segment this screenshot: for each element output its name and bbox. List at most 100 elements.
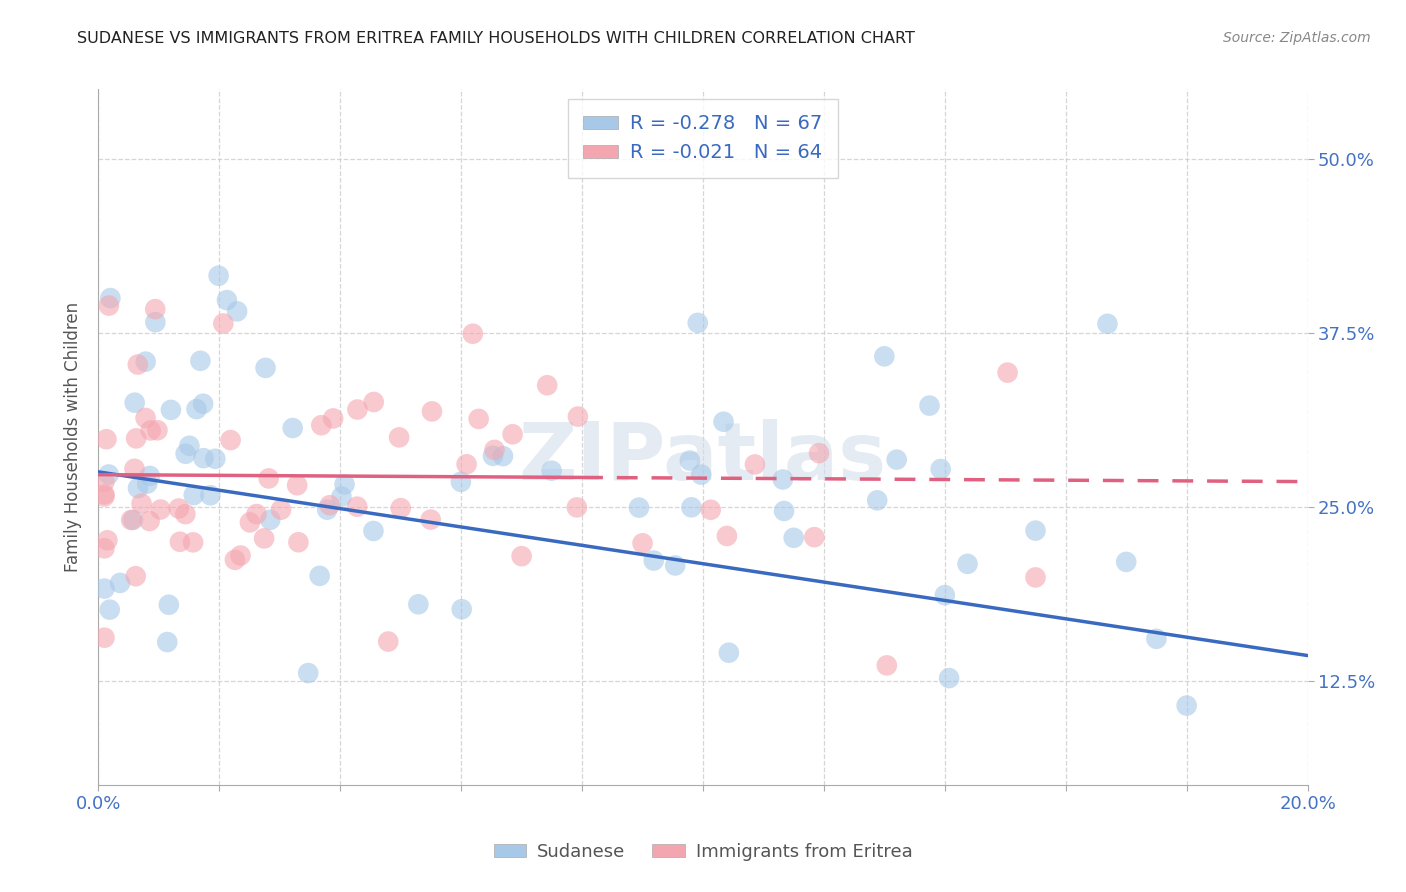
Point xyxy=(96,533,118,548)
Point xyxy=(886,452,908,467)
Point xyxy=(259,513,281,527)
Point xyxy=(686,316,709,330)
Point xyxy=(124,462,146,476)
Point xyxy=(492,449,515,463)
Point xyxy=(627,500,650,515)
Point xyxy=(713,415,735,429)
Point xyxy=(311,418,333,433)
Point xyxy=(873,349,896,363)
Point xyxy=(363,524,385,538)
Point xyxy=(124,395,146,409)
Point xyxy=(876,658,898,673)
Point xyxy=(388,430,411,444)
Point xyxy=(783,531,806,545)
Point xyxy=(1115,555,1137,569)
Point xyxy=(377,634,399,648)
Point xyxy=(125,569,148,583)
Point xyxy=(565,500,588,515)
Point xyxy=(181,535,204,549)
Point xyxy=(97,299,120,313)
Point xyxy=(536,378,558,392)
Point xyxy=(120,513,142,527)
Point xyxy=(167,501,190,516)
Point xyxy=(1175,698,1198,713)
Point xyxy=(174,447,197,461)
Point xyxy=(131,497,153,511)
Point xyxy=(270,502,292,516)
Point xyxy=(93,631,115,645)
Point xyxy=(482,449,505,463)
Point xyxy=(1024,570,1046,584)
Point xyxy=(169,534,191,549)
Point xyxy=(139,469,162,483)
Point xyxy=(956,557,979,571)
Point xyxy=(643,553,665,567)
Point xyxy=(257,471,280,485)
Point xyxy=(139,424,162,438)
Point xyxy=(450,475,472,489)
Point xyxy=(226,304,249,318)
Point xyxy=(160,403,183,417)
Point xyxy=(183,488,205,502)
Point xyxy=(186,402,208,417)
Point xyxy=(318,498,340,512)
Point xyxy=(136,476,159,491)
Point xyxy=(253,532,276,546)
Point xyxy=(567,409,589,424)
Point xyxy=(96,432,118,446)
Point xyxy=(297,666,319,681)
Point xyxy=(408,597,430,611)
Point xyxy=(191,397,214,411)
Point xyxy=(215,293,238,307)
Point xyxy=(333,477,356,491)
Point xyxy=(363,395,385,409)
Point xyxy=(346,402,368,417)
Point xyxy=(287,535,309,549)
Point xyxy=(744,458,766,472)
Point xyxy=(450,602,472,616)
Point xyxy=(219,433,242,447)
Point xyxy=(699,502,721,516)
Point xyxy=(193,451,215,466)
Point xyxy=(308,569,330,583)
Point xyxy=(190,354,212,368)
Point xyxy=(322,411,344,425)
Point xyxy=(456,457,478,471)
Point xyxy=(420,404,443,418)
Point xyxy=(679,453,702,467)
Point xyxy=(127,481,149,495)
Point xyxy=(93,475,115,489)
Point xyxy=(145,315,167,329)
Point xyxy=(631,536,654,550)
Text: Source: ZipAtlas.com: Source: ZipAtlas.com xyxy=(1223,31,1371,45)
Text: ZIPatlas: ZIPatlas xyxy=(519,419,887,497)
Point xyxy=(716,529,738,543)
Point xyxy=(108,575,131,590)
Point xyxy=(681,500,703,515)
Point xyxy=(934,588,956,602)
Point xyxy=(502,427,524,442)
Point xyxy=(808,446,831,460)
Point xyxy=(239,516,262,530)
Point xyxy=(664,558,686,573)
Point xyxy=(224,553,246,567)
Point xyxy=(346,500,368,514)
Point xyxy=(1144,632,1167,646)
Point xyxy=(540,464,562,478)
Point xyxy=(229,549,252,563)
Point xyxy=(146,423,169,437)
Point xyxy=(93,541,115,556)
Point xyxy=(419,513,441,527)
Text: SUDANESE VS IMMIGRANTS FROM ERITREA FAMILY HOUSEHOLDS WITH CHILDREN CORRELATION : SUDANESE VS IMMIGRANTS FROM ERITREA FAMI… xyxy=(77,31,915,46)
Y-axis label: Family Households with Children: Family Households with Children xyxy=(63,302,82,572)
Point xyxy=(135,354,157,368)
Point xyxy=(156,635,179,649)
Point xyxy=(461,326,484,341)
Point xyxy=(143,302,166,317)
Point xyxy=(98,602,121,616)
Point xyxy=(157,598,180,612)
Point xyxy=(125,431,148,445)
Point xyxy=(281,421,304,435)
Point xyxy=(93,490,115,504)
Legend: Sudanese, Immigrants from Eritrea: Sudanese, Immigrants from Eritrea xyxy=(486,836,920,868)
